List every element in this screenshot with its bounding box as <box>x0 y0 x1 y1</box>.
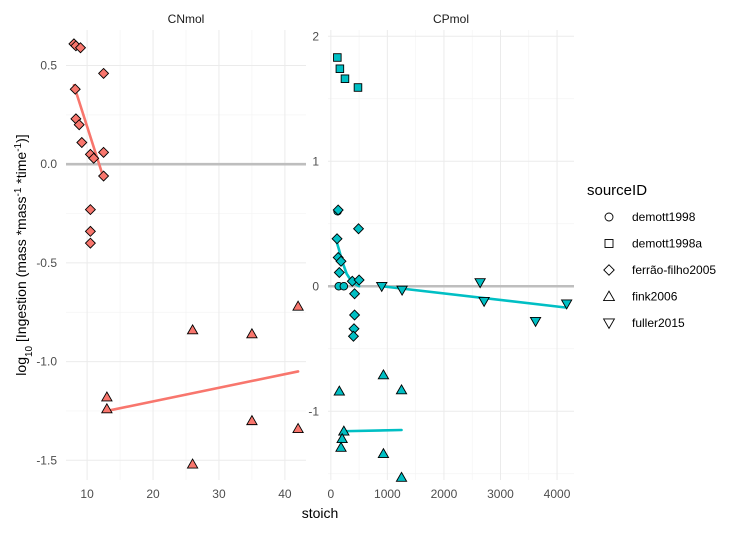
x-tick-label-cnmol: 20 <box>146 487 160 501</box>
point-ferrao-filho2005-cpmol <box>349 288 361 300</box>
point-ferrao-filho2005-cnmol <box>98 67 110 79</box>
x-tick-label-cpmol: 0 <box>327 487 334 501</box>
point-fuller2015-cpmol <box>396 285 408 297</box>
x-tick-label-cpmol: 4000 <box>544 487 571 501</box>
panel-title-cpmol: CPmol <box>433 12 469 26</box>
x-tick-label-cpmol: 1000 <box>374 487 401 501</box>
point-ferrao-filho2005-cpmol <box>333 266 345 279</box>
legend-key-fuller2015 <box>602 318 616 330</box>
point-fuller2015-cpmol <box>474 278 487 289</box>
point-fink2006-cpmol <box>377 368 390 380</box>
y-tick-label-cnmol: 0.5 <box>40 59 57 73</box>
fit-line-cnmol-1 <box>105 370 300 413</box>
point-fink2006-cnmol <box>246 414 258 426</box>
point-ferrao-filho2005-cpmol <box>352 223 365 235</box>
y-tick-label-cnmol: 0.0 <box>40 157 57 171</box>
legend-label-demott1998a: demott1998a <box>632 237 702 251</box>
y-tick-label-cpmol: -1 <box>308 404 319 418</box>
point-fink2006-cnmol <box>246 327 258 339</box>
y-title-main: [Ingestion (mass *mass <box>13 196 29 345</box>
x-tick-label-cnmol: 30 <box>212 487 226 501</box>
point-fink2006-cpmol <box>337 425 350 436</box>
point-ferrao-filho2005-cpmol <box>347 330 360 342</box>
legend: demott1998 demott1998a ferrão-filho2005 fin… <box>602 210 716 330</box>
point-fink2006-cpmol <box>395 383 408 395</box>
y-tick-label-cnmol: -1.5 <box>36 453 57 467</box>
point-fuller2015-cpmol <box>529 316 542 328</box>
legend-label-fink2006: fink2006 <box>632 290 678 304</box>
point-demott1998a-cpmol <box>335 64 345 73</box>
tick-labels: 10 20 30 40-1.5-1.0-0.50.00.50 1000 2000 3000 4… <box>36 29 570 501</box>
y-title-mid: *time <box>13 152 29 188</box>
panel-title-cnmol: CNmol <box>168 12 205 26</box>
point-fink2006-cpmol <box>336 432 349 444</box>
fit-line-cpmol-1 <box>380 284 567 309</box>
y-tick-label-cpmol: 0 <box>312 279 319 293</box>
y-tick-label-cnmol: -0.5 <box>36 256 57 270</box>
y-title-post: )] <box>13 134 29 143</box>
point-fink2006-cpmol <box>395 471 408 482</box>
point-ferrao-filho2005-cnmol <box>73 119 85 131</box>
point-fink2006-cnmol <box>292 422 304 433</box>
gridlines <box>66 30 574 480</box>
legend-title: sourceID <box>587 182 647 199</box>
x-tick-label-cpmol: 3000 <box>487 487 514 501</box>
point-ferrao-filho2005-cnmol <box>98 146 110 158</box>
point-ferrao-filho2005-cnmol <box>88 152 100 164</box>
y-tick-label-cpmol: 1 <box>312 154 319 168</box>
legend-key-fink2006 <box>602 290 616 301</box>
point-fink2006-cpmol <box>377 447 390 459</box>
point-demott1998a-cpmol <box>333 53 342 62</box>
point-ferrao-filho2005-cnmol <box>98 170 110 182</box>
point-fink2006-cpmol <box>335 441 347 452</box>
fit-line-cpmol-2 <box>340 428 403 433</box>
y-title-sup2: -1 <box>13 142 24 151</box>
point-ferrao-filho2005-cnmol <box>69 83 81 95</box>
y-title-sup1: -1 <box>13 187 24 196</box>
point-ferrao-filho2005-cpmol <box>353 274 365 286</box>
legend-key-ferrao-filho2005 <box>603 264 615 276</box>
point-ferrao-filho2005-cnmol <box>84 237 96 249</box>
legend-label-demott1998: demott1998 <box>632 210 696 224</box>
point-ferrao-filho2005-cnmol <box>84 204 96 216</box>
point-ferrao-filho2005-cnmol <box>74 42 87 54</box>
legend-key-demott1998 <box>604 212 614 222</box>
point-ferrao-filho2005-cpmol <box>349 309 361 321</box>
point-ferrao-filho2005-cpmol <box>331 233 343 245</box>
y-title-sub: 10 <box>24 345 35 357</box>
x-tick-label-cnmol: 10 <box>80 487 94 501</box>
x-axis-title: stoich <box>302 505 339 521</box>
point-fink2006-cnmol <box>186 458 199 469</box>
point-ferrao-filho2005-cpmol <box>332 204 344 216</box>
point-fink2006-cnmol <box>186 323 199 335</box>
fit-lines <box>72 83 567 433</box>
point-fuller2015-cpmol <box>560 299 573 310</box>
point-fink2006-cnmol <box>100 391 113 402</box>
y-axis-title: log10 [Ingestion (mass *mass-1 *time-1)] <box>13 134 35 375</box>
point-fink2006-cnmol <box>292 300 304 311</box>
y-tick-label-cnmol: -1.0 <box>36 355 57 369</box>
point-demott1998a-cpmol <box>340 74 350 83</box>
legend-label-ferrao-filho2005: ferrão-filho2005 <box>632 263 716 277</box>
y-tick-label-cpmol: 2 <box>312 29 319 43</box>
x-tick-label-cnmol: 40 <box>278 487 292 501</box>
data-points <box>68 38 573 482</box>
x-tick-label-cpmol: 2000 <box>431 487 458 501</box>
point-ferrao-filho2005-cnmol <box>76 136 88 149</box>
fit-line-cnmol-0 <box>72 83 105 180</box>
point-demott1998a-cpmol <box>353 83 363 92</box>
point-fink2006-cpmol <box>333 385 346 396</box>
zero-reference-lines <box>66 162 574 288</box>
y-title-log: log <box>13 357 29 376</box>
point-fink2006-cnmol <box>100 402 113 414</box>
point-ferrao-filho2005-cnmol <box>84 225 96 237</box>
point-fuller2015-cpmol <box>375 281 388 293</box>
legend-key-demott1998a <box>604 239 614 248</box>
point-ferrao-filho2005-cpmol <box>335 255 347 267</box>
legend-label-fuller2015: fuller2015 <box>632 316 685 330</box>
point-fuller2015-cpmol <box>478 296 490 308</box>
point-demott1998-cpmol <box>339 282 349 291</box>
